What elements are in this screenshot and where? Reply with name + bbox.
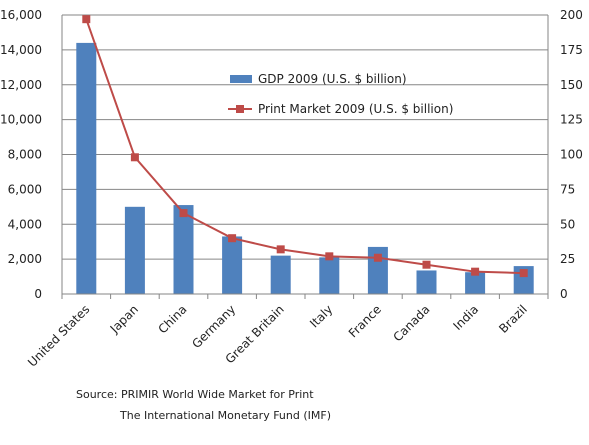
point-print-7 [422, 260, 431, 269]
source-line-1: Source: PRIMIR World Wide Market for Pri… [76, 388, 314, 401]
right-tick-label: 200 [560, 8, 583, 22]
right-tick-label: 150 [560, 78, 583, 92]
left-tick-label: 0 [34, 287, 42, 301]
bar-gdp-0 [76, 42, 97, 295]
bar-gdp-7 [416, 270, 437, 294]
left-tick-label: 10,000 [0, 113, 42, 127]
bar-series [76, 42, 534, 295]
right-axis-ticks: 0 25 50 75 100 125 150 175 200 [560, 8, 583, 301]
point-print-2 [179, 209, 188, 218]
bar-gdp-5 [319, 257, 340, 294]
legend-label-gdp: GDP 2009 (U.S. $ billion) [258, 72, 407, 86]
legend-label-print: Print Market 2009 (U.S. $ billion) [258, 102, 453, 116]
bar-gdp-2 [173, 205, 194, 294]
right-tick-label: 0 [560, 287, 568, 301]
left-tick-label: 6,000 [8, 182, 42, 196]
category-label-5: Italy [307, 302, 335, 330]
category-label-8: India [450, 302, 481, 333]
category-label-0: United States [25, 302, 92, 369]
category-label-7: Canada [390, 302, 432, 344]
category-label-2: China [155, 302, 189, 336]
bar-gdp-1 [124, 206, 145, 294]
category-label-9: Brazil [496, 302, 530, 336]
point-print-5 [325, 252, 334, 261]
bar-gdp-3 [222, 236, 243, 294]
legend: GDP 2009 (U.S. $ billion) Print Market 2… [228, 72, 453, 116]
source-line-2: The International Monetary Fund (IMF) [120, 409, 331, 422]
right-tick-label: 75 [560, 182, 575, 196]
right-tick-label: 25 [560, 252, 575, 266]
right-tick-label: 175 [560, 43, 583, 57]
point-print-0 [82, 15, 91, 24]
point-print-3 [228, 234, 237, 243]
left-tick-label: 4,000 [8, 217, 42, 231]
point-print-9 [519, 269, 528, 278]
right-tick-label: 125 [560, 113, 583, 127]
left-axis-ticks: 0 2,000 4,000 6,000 8,000 10,000 12,000 14,000 1… [0, 8, 42, 301]
right-tick-label: 50 [560, 217, 575, 231]
axes [61, 15, 549, 299]
category-label-3: Germany [189, 302, 238, 351]
left-tick-label: 14,000 [0, 43, 42, 57]
right-tick-label: 100 [560, 148, 583, 162]
point-print-8 [471, 267, 480, 276]
legend-swatch-gdp [230, 75, 252, 83]
bar-gdp-8 [465, 272, 486, 294]
category-label-1: Japan [107, 302, 141, 336]
left-tick-label: 2,000 [8, 252, 42, 266]
point-print-4 [276, 245, 285, 254]
left-tick-label: 8,000 [8, 148, 42, 162]
line-series [82, 15, 528, 278]
bar-gdp-4 [270, 255, 291, 294]
point-print-6 [373, 253, 382, 262]
category-label-6: France [346, 302, 384, 340]
left-tick-label: 12,000 [0, 78, 42, 92]
print-market-line [85, 18, 524, 275]
point-print-1 [130, 153, 139, 162]
left-tick-label: 16,000 [0, 8, 42, 22]
legend-swatch-print-marker [236, 105, 244, 113]
